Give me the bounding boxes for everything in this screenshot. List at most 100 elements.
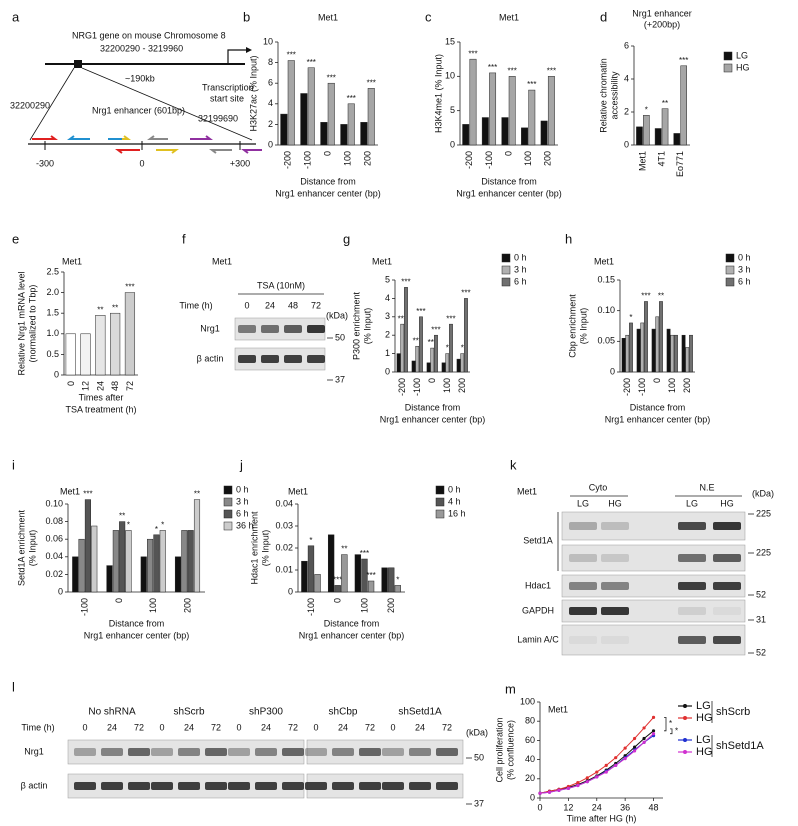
bar	[327, 82, 335, 146]
bar	[636, 126, 643, 146]
band	[74, 782, 96, 790]
point	[538, 791, 542, 795]
bar	[629, 322, 633, 373]
x-tick-label: 12	[81, 381, 91, 391]
band	[307, 355, 325, 363]
y-tick-label: 0.02	[275, 542, 293, 552]
position-label: 0	[139, 158, 144, 168]
y-tick-label: 0	[58, 586, 63, 596]
x-tick-label: 36	[620, 802, 630, 812]
y-tick-label: 1.0	[46, 328, 59, 338]
bar	[481, 117, 489, 146]
lane-label: 72	[288, 722, 298, 732]
bar	[621, 338, 626, 373]
y-tick-label: 2.5	[46, 266, 59, 276]
legend-label: 6 h	[738, 276, 751, 286]
group-label: shScrb	[173, 707, 205, 718]
band	[569, 582, 597, 590]
x-axis-label: Nrg1 enhancer center (bp)	[299, 630, 405, 640]
x-tick-label: -200	[282, 151, 292, 169]
point	[651, 732, 656, 736]
band	[282, 782, 304, 790]
panel-letter: k	[510, 457, 517, 472]
band	[601, 522, 629, 530]
y-tick-label: 4	[624, 73, 629, 83]
bar	[193, 499, 201, 593]
y-tick-label: 40	[525, 754, 535, 764]
legend-label: LG	[696, 734, 711, 746]
y-tick-label: 6	[268, 78, 273, 88]
legend-label: 0 h	[236, 484, 249, 494]
x-tick-label: 200	[682, 378, 692, 393]
bar	[354, 554, 362, 593]
band	[569, 636, 597, 644]
legend-swatch	[725, 277, 735, 287]
x-axis-label: TSA treatment (h)	[65, 404, 136, 414]
primer-arrows	[32, 135, 262, 154]
bar	[361, 558, 368, 593]
bar	[347, 103, 355, 146]
x-tick-label: -100	[412, 378, 422, 396]
y-axis-label: Cell proliferation	[494, 717, 504, 782]
legend-swatch	[435, 497, 445, 507]
y-tick-label: 10	[263, 36, 273, 46]
point	[604, 763, 608, 767]
x-axis-label: Nrg1 enhancer center (bp)	[380, 414, 486, 424]
band	[359, 782, 381, 790]
legend-label: HG	[696, 746, 713, 758]
bar	[91, 525, 98, 593]
significance: ***	[83, 490, 92, 499]
legend-marker	[683, 738, 687, 742]
x-axis-label: Nrg1 enhancer center (bp)	[605, 414, 711, 424]
significance: **	[341, 545, 347, 554]
legend-swatch	[435, 509, 445, 519]
significance: *	[629, 313, 632, 322]
bar	[110, 312, 121, 376]
position-label: +300	[230, 158, 250, 168]
y-tick-label: 0.04	[275, 498, 293, 508]
gene-title: NRG1 gene on mouse Chromosome 8	[72, 30, 226, 40]
point	[642, 740, 646, 744]
point	[633, 749, 637, 753]
y-tick-label: 0	[624, 139, 629, 149]
legend-swatch	[501, 253, 511, 263]
marker-label: 37	[335, 374, 345, 384]
significance: ***	[461, 289, 470, 298]
band	[713, 554, 741, 562]
bar	[181, 530, 188, 593]
significance: ***	[401, 277, 410, 286]
right-coord: 32199690	[198, 113, 238, 123]
significance: ***	[347, 94, 356, 103]
band	[569, 554, 597, 562]
panel-letter: d	[600, 9, 607, 24]
significance: **	[112, 303, 118, 312]
legend-swatch	[223, 509, 233, 519]
bar	[540, 120, 548, 146]
band	[678, 522, 706, 530]
x-tick-label: 0	[503, 151, 513, 156]
blot-title: Met1	[212, 256, 232, 266]
y-tick-label: 0.08	[45, 516, 63, 526]
significance: ***	[547, 66, 556, 75]
legend-marker	[683, 750, 687, 754]
blot-title: Met1	[517, 486, 537, 496]
legend-label: LG	[696, 700, 711, 712]
bar	[659, 301, 663, 373]
bar	[78, 538, 85, 593]
x-axis-label: Nrg1 enhancer center (bp)	[84, 630, 190, 640]
blot	[561, 574, 746, 598]
x-tick-label: 24	[592, 802, 602, 812]
panel-letter: l	[12, 679, 15, 694]
lane-label: 72	[442, 722, 452, 732]
point	[576, 781, 580, 785]
x-tick-label: 12	[563, 802, 573, 812]
point	[614, 763, 618, 767]
significance: ***	[333, 576, 342, 585]
lane-label: HG	[608, 498, 622, 508]
panel-a: a NRG1 gene on mouse Chromosome 8 322002…	[10, 9, 262, 168]
x-axis-label: Nrg1 enhancer center (bp)	[275, 188, 381, 198]
y-tick-label: 60	[525, 735, 535, 745]
y-axis-label: (normalized to Tbp)	[27, 285, 37, 363]
band	[382, 748, 404, 756]
y-tick-label: 0	[450, 139, 455, 149]
